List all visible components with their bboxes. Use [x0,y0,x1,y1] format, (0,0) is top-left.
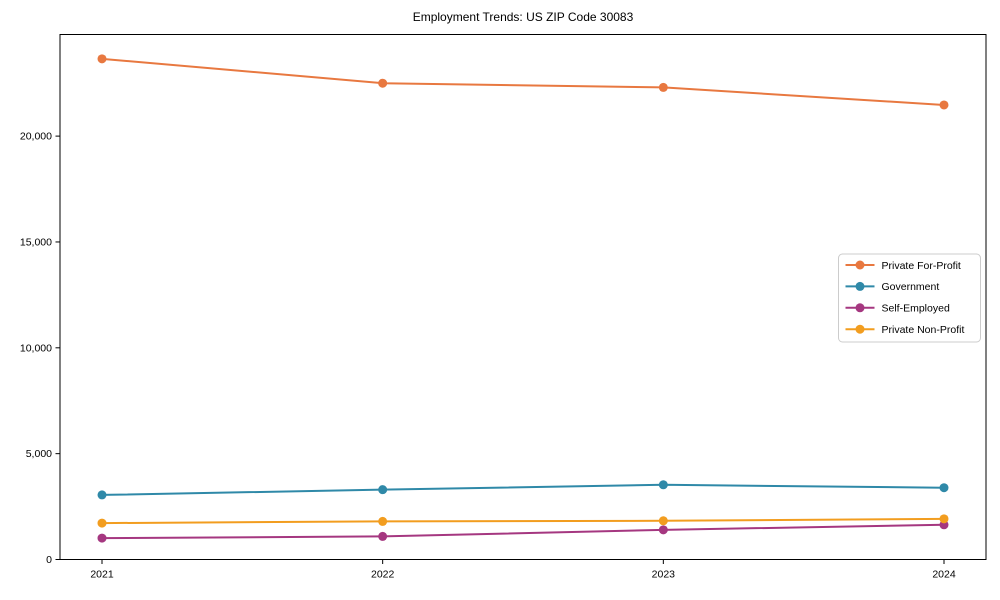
legend-marker [855,281,865,291]
legend: Private For-Profit Government Self-Employe… [838,253,981,343]
series-marker-private-for-profit [939,100,949,110]
y-tick-label: 10,000 [20,342,52,354]
legend-marker [855,303,865,313]
y-tick-label: 20,000 [20,131,52,143]
legend-label: Private For-Profit [882,260,961,272]
x-tick-label: 2023 [652,569,676,581]
axes-layer: 0 5,000 10,000 15,000 20,000 2021 2022 2023 2024 [20,34,987,581]
legend-item-government: Government [845,281,940,293]
y-tick-label: 15,000 [20,236,52,248]
series-line-private-for-profit [101,57,945,106]
legend-label: Private Non-Profit [882,324,965,336]
series-marker-private-non-profit [378,516,388,526]
legend-item-private-for-profit: Private For-Profit [845,260,961,272]
chart-title: Employment Trends: US ZIP Code 30083 [413,10,634,24]
y-tick-label: 0 [46,554,52,566]
legend-item-private-non-profit: Private Non-Profit [845,324,965,336]
series-line-government [101,483,945,496]
series-marker-self-employed [658,525,668,535]
x-tick-label: 2024 [932,569,956,581]
series-marker-self-employed [97,533,107,543]
legend-item-self-employed: Self-Employed [845,303,950,315]
series-marker-private-non-profit [939,514,949,524]
series-marker-government [378,485,388,495]
series-layer [97,54,949,543]
series-marker-private-for-profit [378,78,388,88]
series-marker-private-for-profit [658,82,668,92]
legend-marker [855,260,865,270]
x-tick-label: 2022 [371,569,395,581]
series-marker-self-employed [378,531,388,541]
legend-marker [855,324,865,334]
plot-border [59,34,987,560]
legend-label: Government [882,281,940,293]
series-marker-private-for-profit [97,54,107,64]
series-line-private-non-profit [101,517,945,525]
series-marker-government [658,480,668,490]
legend-box [838,253,981,343]
legend-label: Self-Employed [882,303,950,315]
series-marker-private-non-profit [97,518,107,528]
y-tick-label: 5,000 [26,448,52,460]
series-line-self-employed [101,523,945,540]
series-marker-government [97,490,107,500]
series-marker-private-non-profit [658,516,668,526]
series-marker-government [939,483,949,493]
x-tick-label: 2021 [90,569,114,581]
